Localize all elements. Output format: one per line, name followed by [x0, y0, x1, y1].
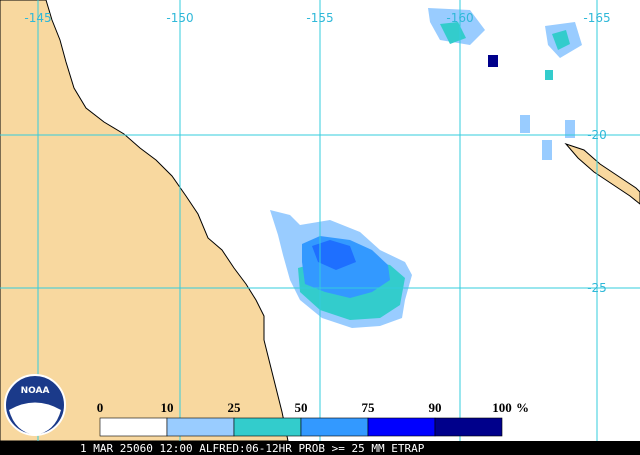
land	[0, 0, 289, 442]
legend-tick: 75	[362, 400, 376, 415]
precipitation	[270, 8, 582, 328]
lon-label: -160	[446, 11, 473, 25]
noaa-logo: NOAA	[4, 374, 66, 436]
legend-swatch	[434, 417, 503, 437]
lon-label: -145	[24, 11, 51, 25]
footer-text: 1 MAR 25060 12:00 ALFRED:06-12HR PROB >=…	[80, 442, 425, 455]
legend: 0 10 25 50 75 90 100%	[97, 400, 529, 437]
lon-label: -150	[166, 11, 193, 25]
lat-label: -20	[587, 128, 607, 142]
legend-tick: 10	[161, 400, 174, 415]
lat-label: -25	[587, 281, 607, 295]
graticule: -145 -150 -155 -160 -165 -20 -25	[0, 0, 640, 441]
lon-label: -155	[306, 11, 333, 25]
legend-tick: 90	[429, 400, 442, 415]
legend-tick: 0	[97, 400, 104, 415]
legend-tick: 100	[492, 400, 512, 415]
legend-swatch	[233, 417, 302, 437]
logo-text: NOAA	[21, 386, 50, 396]
legend-tick: 25	[228, 400, 242, 415]
legend-swatch	[166, 417, 235, 437]
legend-swatch	[300, 417, 369, 437]
legend-tick: 50	[295, 400, 308, 415]
legend-swatch	[367, 417, 436, 437]
legend-swatch	[99, 417, 168, 437]
legend-unit: %	[516, 400, 529, 415]
lon-label: -165	[583, 11, 610, 25]
footer-bar	[0, 441, 640, 455]
